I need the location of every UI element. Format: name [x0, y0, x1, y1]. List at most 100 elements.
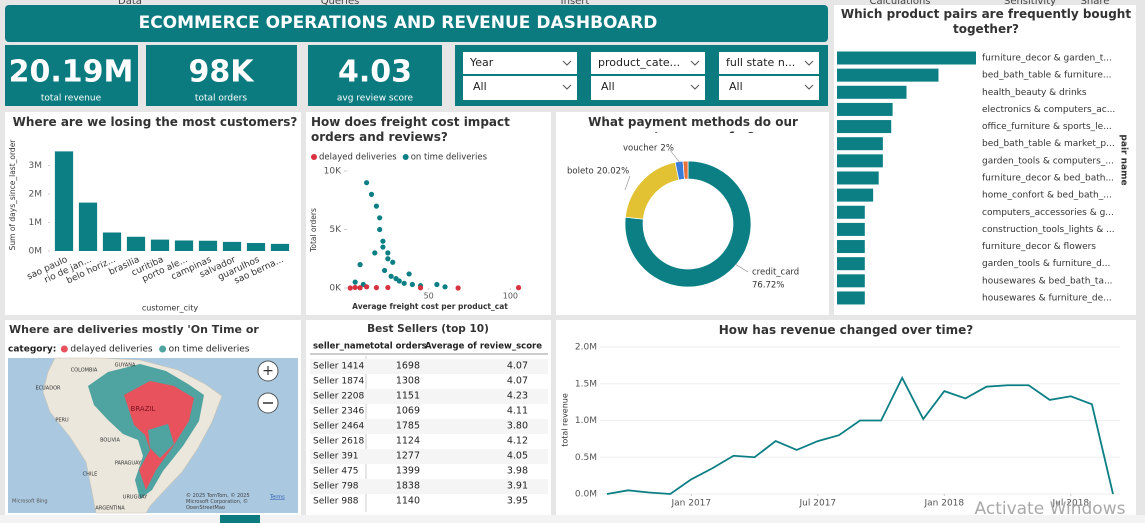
scatter-point — [364, 180, 370, 186]
y-tick-label: 10K — [324, 167, 342, 177]
slice-label: voucher — [623, 144, 658, 154]
map-label: CHILE — [83, 472, 98, 478]
table-cell: Seller 2208 — [313, 392, 365, 402]
filter-dropdown[interactable] — [591, 76, 705, 100]
slice-value-label: 2% — [660, 144, 674, 154]
map-title-box: Where are deliveries mostly 'On Time or … — [9, 323, 259, 336]
filter-dropdown[interactable] — [719, 76, 819, 100]
x-tick-label: Jan 2018 — [924, 499, 965, 509]
filter-dropdown[interactable] — [463, 76, 577, 100]
bar — [150, 239, 170, 251]
x-tick-label: 50 — [424, 292, 434, 301]
bar — [837, 291, 865, 305]
map-region — [148, 424, 174, 458]
scatter-point — [442, 284, 448, 290]
y-tick-label: 3M — [29, 161, 43, 171]
slice-label: credit_card — [752, 268, 799, 278]
scatter-point — [357, 285, 363, 291]
table-cell: Seller 391 — [313, 452, 359, 462]
zoom-in-icon[interactable]: + — [262, 363, 274, 379]
table-header: seller_name — [313, 342, 371, 352]
bar — [837, 154, 883, 168]
map-label: BRAZIL — [131, 405, 156, 413]
chart-title: How has revenue changed over time? — [718, 323, 974, 337]
scatter-point — [417, 285, 424, 291]
leader-line — [669, 149, 681, 164]
y-tick-label: furniture_decor & bed_bath... — [982, 173, 1114, 183]
scatter-point — [455, 285, 461, 291]
dashboard-title: ECOMMERCE OPERATIONS AND REVENUE DASHBOA… — [139, 13, 658, 33]
y-tick-label: 2.0M — [575, 343, 597, 353]
filter-dropdown[interactable] — [463, 52, 577, 74]
y-tick-label: 0M — [29, 247, 43, 257]
scatter-point — [385, 284, 391, 291]
map-attribution: © 2025 TomTom, © 2025 Microsoft Corporat… — [186, 493, 250, 509]
table-cell: 4.12 — [507, 436, 528, 447]
kpi-value: 98K — [189, 55, 256, 90]
table-cell: 1785 — [396, 421, 420, 432]
legend-marker — [402, 154, 409, 160]
filter-dropdown[interactable] — [719, 52, 819, 74]
chart-title-box: What payment methods do our customers pr… — [588, 115, 798, 133]
kpi-card — [5, 45, 138, 106]
y-tick-label: housewares & bed_bath_ta... — [982, 276, 1113, 286]
scatter-point — [385, 250, 391, 256]
table-cell: 1698 — [396, 361, 420, 372]
zoom-in-button[interactable] — [257, 360, 279, 382]
map-label: PERU — [55, 418, 69, 424]
chart-title-box: Where are we losing the most customers? — [13, 115, 298, 129]
table-cell: 4.05 — [507, 451, 528, 462]
scatter-point — [372, 250, 378, 256]
table-cell: 1399 — [396, 466, 420, 477]
x-tick-label: Jul 2018 — [1052, 499, 1090, 509]
chart-title-box: Which product pairs are frequently bough… — [841, 7, 1131, 36]
axis-title: pair name — [1119, 134, 1129, 185]
y-tick-label: garden_tools & computers_... — [982, 156, 1114, 166]
scatter-point — [380, 244, 386, 250]
scatter-point — [385, 256, 391, 262]
map-logo: Microsoft Bing — [12, 499, 48, 505]
table-cell: Seller 2346 — [313, 407, 365, 417]
table-row-band — [310, 449, 548, 464]
ribbon-tab: Calculations — [870, 0, 931, 7]
chart-title: How does freight cost impact orders and … — [311, 115, 510, 144]
filter-label: product_cate... — [598, 56, 680, 69]
legend-marker — [60, 345, 68, 353]
scatter-point — [406, 271, 412, 277]
bar — [246, 243, 266, 251]
scatter-point — [388, 273, 394, 279]
bar — [837, 137, 883, 151]
bar — [837, 188, 874, 202]
leader-line — [624, 175, 631, 191]
scatter-point — [377, 226, 383, 233]
chevron — [804, 60, 814, 66]
map-label: GUYANA — [115, 363, 136, 369]
table-cell: 1838 — [396, 481, 420, 492]
y-tick-label: bed_bath_table & market_p... — [982, 139, 1115, 149]
y-tick-label: home_confort & bed_bath_... — [982, 191, 1112, 201]
chevron — [690, 84, 700, 90]
scatter-point — [515, 285, 522, 291]
y-tick-label: 5K — [329, 225, 342, 235]
ribbon-tab: Share — [1081, 0, 1110, 7]
map-label: PARAGUAY — [115, 461, 142, 467]
y-tick-label: office_furniture & sports_le... — [982, 122, 1112, 132]
bar — [837, 120, 892, 134]
table-cell: 3.98 — [507, 466, 528, 477]
scatter-point — [357, 262, 363, 268]
table-cell: Seller 2618 — [313, 437, 365, 447]
map-label: COLOMBIA — [71, 368, 98, 374]
scatter-point — [434, 281, 440, 288]
y-tick-label: 1M — [29, 218, 43, 228]
bar — [837, 171, 879, 185]
filter-dropdown[interactable] — [591, 52, 705, 74]
page-tab-active[interactable] — [220, 515, 260, 523]
bar — [222, 241, 242, 251]
y-tick-label: electronics & computers_ac... — [982, 105, 1115, 115]
table-header: total orders — [370, 342, 427, 352]
ribbon-tab: Insert — [561, 0, 590, 7]
table-cell: 1140 — [396, 496, 420, 507]
bar — [837, 85, 907, 99]
axis-title: total revenue — [561, 393, 570, 447]
